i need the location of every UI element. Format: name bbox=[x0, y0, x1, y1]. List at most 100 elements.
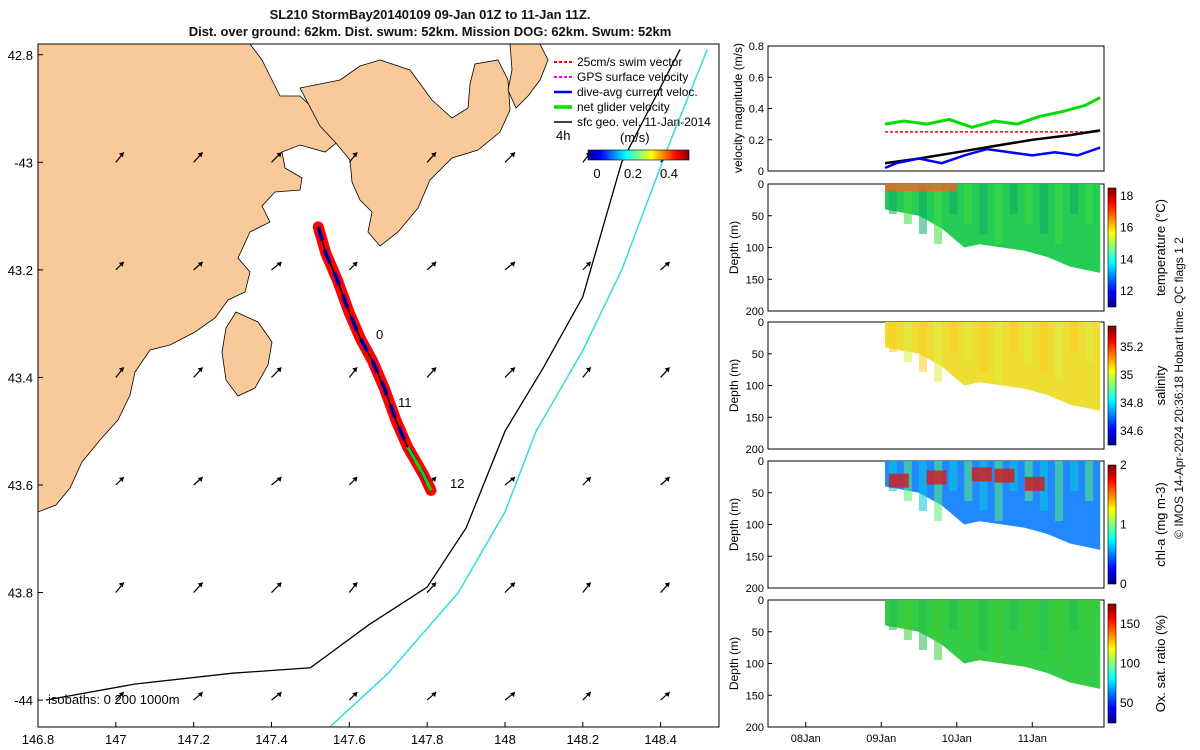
arrow-head bbox=[664, 476, 670, 482]
velocity-y-tick-label: 0.6 bbox=[749, 72, 764, 84]
profile-data-streak bbox=[949, 322, 958, 352]
surface-velocity-arrow bbox=[426, 261, 437, 271]
surface-velocity-arrow bbox=[348, 261, 358, 271]
surface-velocity-arrow bbox=[271, 261, 282, 271]
chl-maximum-patch bbox=[971, 467, 992, 482]
profile-panel: 0 50 100 150 200 Depth (m) 0 1 2 chl-a (mg m-3) bbox=[727, 456, 1168, 595]
map-x-tick-label: 147.2 bbox=[177, 732, 210, 747]
depth-tick-label: 0 bbox=[758, 179, 764, 191]
surface-velocity-arrow bbox=[504, 261, 516, 271]
profile-data-streak bbox=[1009, 184, 1018, 214]
profile-panel: 0 50 100 150 200 Depth (m) 34.6 34.8 35 35.2 salin… bbox=[727, 317, 1168, 456]
arrow-head bbox=[431, 367, 437, 373]
surface-warm-layer bbox=[885, 184, 957, 191]
chl-maximum-patch bbox=[926, 470, 947, 485]
velocity-ylabel: velocity magnitude (m/s) bbox=[731, 43, 745, 173]
surface-velocity-arrow bbox=[348, 367, 358, 378]
colorbar-label: temperature (°C) bbox=[1153, 199, 1168, 296]
depth-tick-label: 100 bbox=[746, 520, 764, 532]
colorbar-label: chl-a (mg m-3) bbox=[1153, 482, 1168, 567]
surface-velocity-arrow bbox=[582, 367, 592, 378]
speed-colorbar bbox=[587, 149, 690, 161]
depth-tick-label: 50 bbox=[752, 211, 764, 223]
map-x-tick-label: 147.4 bbox=[255, 732, 288, 747]
surface-velocity-arrow bbox=[348, 476, 358, 486]
depth-tick-label: 0 bbox=[758, 317, 764, 329]
surface-velocity-arrow bbox=[193, 476, 204, 486]
colorbar-tick-0.2: 0.2 bbox=[624, 166, 642, 181]
figure-title: SL210 StormBay20140109 09-Jan 01Z to 11-… bbox=[0, 6, 860, 40]
surface-velocity-arrow bbox=[348, 151, 358, 163]
track-label-0: 0 bbox=[376, 327, 383, 342]
profile-data-streak bbox=[1039, 600, 1048, 650]
depth-tick-label: 100 bbox=[746, 243, 764, 255]
profile-data-streak bbox=[994, 322, 1003, 382]
surface-velocity-arrow bbox=[426, 367, 437, 378]
surface-velocity-arrow bbox=[504, 582, 516, 593]
map-x-tick-label: 146.8 bbox=[22, 732, 55, 747]
profile-data-streak bbox=[1054, 600, 1063, 660]
arrow-head bbox=[276, 692, 282, 698]
arrow-head bbox=[276, 261, 282, 267]
profile-data-streak bbox=[903, 600, 912, 640]
isobaths-label: isobaths: 0 200 1000m bbox=[48, 692, 180, 707]
profile-data-streak bbox=[1085, 600, 1094, 640]
surface-velocity-arrow bbox=[660, 691, 671, 701]
profile-colorbar bbox=[1107, 464, 1117, 585]
profile-data-streak bbox=[919, 461, 928, 511]
arrow-head bbox=[197, 582, 203, 588]
profile-data-streak bbox=[979, 461, 988, 511]
surface-velocity-arrow bbox=[348, 582, 358, 593]
profile-colorbar bbox=[1107, 603, 1117, 724]
surface-velocity-arrow bbox=[193, 151, 204, 163]
colorbar-label: Ox. sat. ratio (%) bbox=[1153, 615, 1168, 713]
arrow-head bbox=[664, 582, 670, 588]
depth-ylabel: Depth (m) bbox=[727, 359, 741, 412]
profile-data-streak bbox=[994, 600, 1003, 660]
arrow-head bbox=[352, 582, 358, 588]
net-glider-velocity-track-end bbox=[406, 446, 433, 492]
profile-data-streak bbox=[949, 461, 958, 491]
arrow-head bbox=[664, 367, 670, 373]
depth-tick-label: 150 bbox=[746, 274, 764, 286]
surface-velocity-arrow bbox=[660, 476, 671, 486]
arrow-head bbox=[585, 367, 591, 373]
velocity-frame bbox=[767, 45, 1105, 172]
profile-data-streak bbox=[964, 600, 973, 640]
arrow-head bbox=[664, 261, 670, 267]
arrow-head bbox=[197, 367, 203, 373]
profile-data-streak bbox=[1039, 184, 1048, 234]
colorbar-tick-label: 12 bbox=[1120, 284, 1134, 298]
surface-velocity-arrow bbox=[426, 691, 437, 701]
surface-velocity-arrow bbox=[504, 476, 516, 486]
arrow-head bbox=[276, 582, 282, 588]
map-y-tick-label: 43.6 bbox=[8, 478, 33, 493]
map-panel: 0 11 12 isobaths: 0 200 1000m 25cm/s swi… bbox=[8, 43, 720, 747]
track-label-11: 11 bbox=[398, 395, 412, 410]
profile-data-streak bbox=[903, 184, 912, 224]
profile-data-streak bbox=[1085, 322, 1094, 362]
colorbar-tick-label: 2 bbox=[1120, 458, 1127, 472]
velocity-y-tick-label: 0 bbox=[758, 166, 764, 178]
arrow-head bbox=[509, 152, 515, 158]
profile-data-streak bbox=[964, 461, 973, 501]
arrow-head bbox=[352, 152, 358, 158]
profile-colorbar bbox=[1107, 325, 1117, 446]
map-y-tick-label: 43.4 bbox=[8, 370, 33, 385]
surface-velocity-arrow bbox=[193, 691, 204, 701]
surface-velocity-arrow bbox=[115, 582, 125, 593]
date-tick-label: 09Jan bbox=[866, 733, 896, 745]
depth-tick-label: 0 bbox=[758, 595, 764, 607]
arrow-head bbox=[276, 476, 282, 482]
surface-velocity-arrow bbox=[582, 476, 592, 486]
depth-tick-label: 50 bbox=[752, 349, 764, 361]
profile-data-streak bbox=[949, 600, 958, 630]
arrow-head bbox=[118, 692, 124, 698]
date-tick-label: 08Jan bbox=[791, 733, 821, 745]
profile-data-streak bbox=[979, 600, 988, 650]
map-axis-ticks: 146.8 147 147.2 147.4 147.6 147.8 148 148.2 148.… bbox=[8, 48, 677, 747]
surface-velocity-arrow bbox=[115, 476, 125, 486]
chl-maximum-patch bbox=[888, 473, 909, 488]
arrow-head bbox=[431, 261, 437, 267]
surface-velocity-arrow bbox=[115, 151, 125, 163]
